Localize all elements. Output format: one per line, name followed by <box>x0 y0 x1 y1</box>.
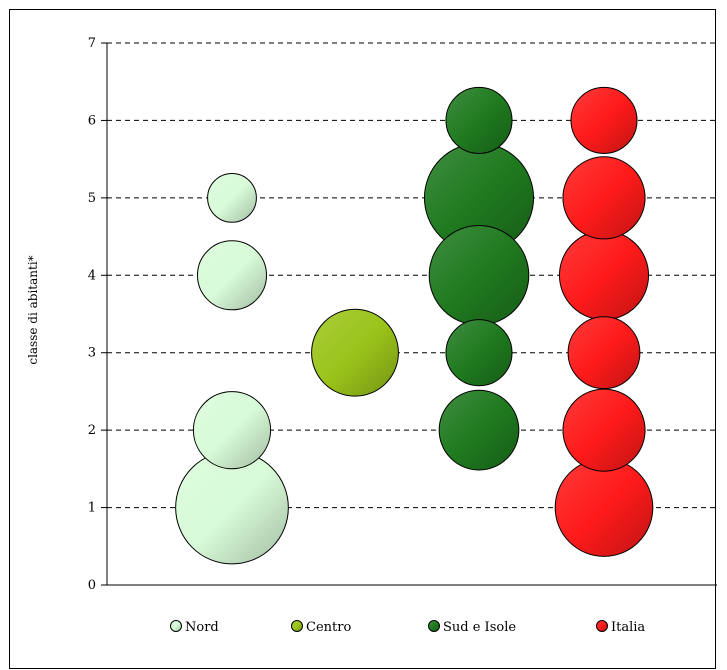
legend-marker <box>596 620 608 632</box>
y-tick-label: 4 <box>88 268 96 283</box>
legend-marker <box>428 620 440 632</box>
bubble-sud-e-isole <box>428 224 530 326</box>
bubble-chart: 0 1 2 3 4 5 6 7 classe di abitanti* Nord Centro S… <box>26 36 717 635</box>
legend-item-nord: Nord <box>170 620 219 635</box>
bubble-sud-e-isole <box>438 389 520 471</box>
legend-item-centro: Centro <box>291 620 351 635</box>
legend: Nord Centro Sud e Isole Italia <box>170 620 645 635</box>
bubble-italia <box>570 86 638 154</box>
axis-layer: 0 1 2 3 4 5 6 7 <box>88 36 717 593</box>
bubble-sud-e-isole <box>445 319 513 387</box>
bubble-centro <box>311 308 399 397</box>
legend-label: Nord <box>185 620 219 635</box>
y-tick-label: 0 <box>88 578 96 593</box>
legend-item-italia: Italia <box>596 620 645 635</box>
legend-label: Sud e Isole <box>443 620 516 635</box>
y-tick-label: 5 <box>88 191 96 206</box>
bubble-sud-e-isole <box>445 86 513 154</box>
bubble-italia <box>562 156 646 240</box>
chart-frame: 0 1 2 3 4 5 6 7 classe di abitanti* Nord Centro S… <box>9 9 717 669</box>
bubble-italia <box>558 230 650 321</box>
bubble-italia <box>562 388 646 472</box>
y-tick-label: 7 <box>88 36 96 51</box>
legend-item-sud-e-isole: Sud e Isole <box>428 620 516 635</box>
y-tick-label: 3 <box>88 346 96 361</box>
bubble-nord <box>207 172 257 223</box>
bubble-nord <box>192 391 272 470</box>
legend-marker <box>291 620 303 632</box>
y-tick-label: 1 <box>88 501 96 516</box>
y-tick-label: 6 <box>88 113 96 128</box>
y-axis-title: classe di abitanti* <box>26 255 40 364</box>
bubble-nord <box>196 240 268 311</box>
bubble-italia <box>554 458 654 557</box>
legend-label: Centro <box>306 620 351 635</box>
bubble-layer <box>175 86 654 565</box>
bubble-italia <box>567 316 641 390</box>
legend-label: Italia <box>611 620 645 635</box>
y-tick-label: 2 <box>88 423 96 438</box>
legend-marker <box>170 620 182 632</box>
